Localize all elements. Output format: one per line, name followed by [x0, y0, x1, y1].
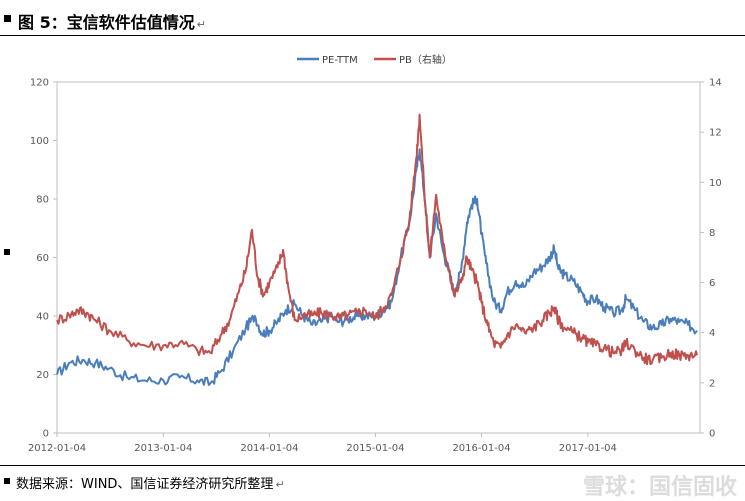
left-axis-tick-label: 60	[36, 253, 49, 264]
figure-footer: 数据来源：WIND、国信证券经济研究所整理 ↵ 雪球：国信固收	[0, 465, 745, 500]
footer-paragraph-mark: ↵	[275, 478, 285, 491]
x-axis-tick-label: 2014-01-04	[240, 443, 298, 454]
right-axis-tick-label: 4	[709, 328, 715, 339]
left-axis-tick-label: 100	[30, 136, 49, 147]
x-axis-tick-label: 2015-01-04	[346, 443, 404, 454]
legend-label-pb: PB（右轴）	[399, 53, 452, 66]
right-axis-tick-label: 6	[709, 278, 715, 289]
figure-title: 图 5：宝信软件估值情况 ↵	[18, 9, 206, 33]
source-text: 数据来源：WIND、国信证券经济研究所整理	[16, 477, 274, 492]
right-axis-tick-label: 10	[709, 178, 722, 189]
left-axis-tick-label: 80	[36, 195, 49, 206]
figure-title-bar: 图 5：宝信软件估值情况 ↵	[0, 0, 745, 36]
right-axis-tick-label: 8	[709, 228, 715, 239]
title-bullet	[4, 15, 11, 22]
x-axis-tick-label: 2016-01-04	[452, 443, 510, 454]
pb-series-line	[56, 113, 699, 366]
left-axis-tick-label: 0	[43, 429, 49, 440]
right-axis-tick-label: 0	[709, 429, 715, 440]
valuation-chart: 0 20 40 60 80 100 120 0 2 4 6 8 10 12 14 2012-01-04 2013…	[28, 53, 722, 454]
footer-bullet	[4, 478, 10, 484]
x-axis-tick-label: 2013-01-04	[134, 443, 192, 454]
figure-title-text: 图 5：宝信软件估值情况	[18, 13, 195, 32]
side-bullet	[4, 249, 10, 255]
legend-label-pe-ttm: PE-TTM	[322, 55, 358, 66]
plot-frame	[56, 81, 701, 434]
left-axis-tick-label: 120	[30, 78, 49, 89]
x-axis-tick-label: 2017-01-04	[559, 443, 617, 454]
left-axis-tick-label: 40	[36, 312, 49, 323]
right-axis-tick-label: 12	[709, 128, 722, 139]
right-axis-tick-label: 14	[709, 78, 722, 89]
x-axis-tick-label: 2012-01-04	[28, 443, 86, 454]
right-axis-tick-label: 2	[709, 378, 715, 389]
paragraph-mark: ↵	[196, 18, 206, 31]
watermark: 雪球：国信固收	[582, 475, 737, 500]
left-axis-tick-label: 20	[36, 370, 49, 381]
source-note: 数据来源：WIND、国信证券经济研究所整理 ↵	[16, 473, 285, 492]
